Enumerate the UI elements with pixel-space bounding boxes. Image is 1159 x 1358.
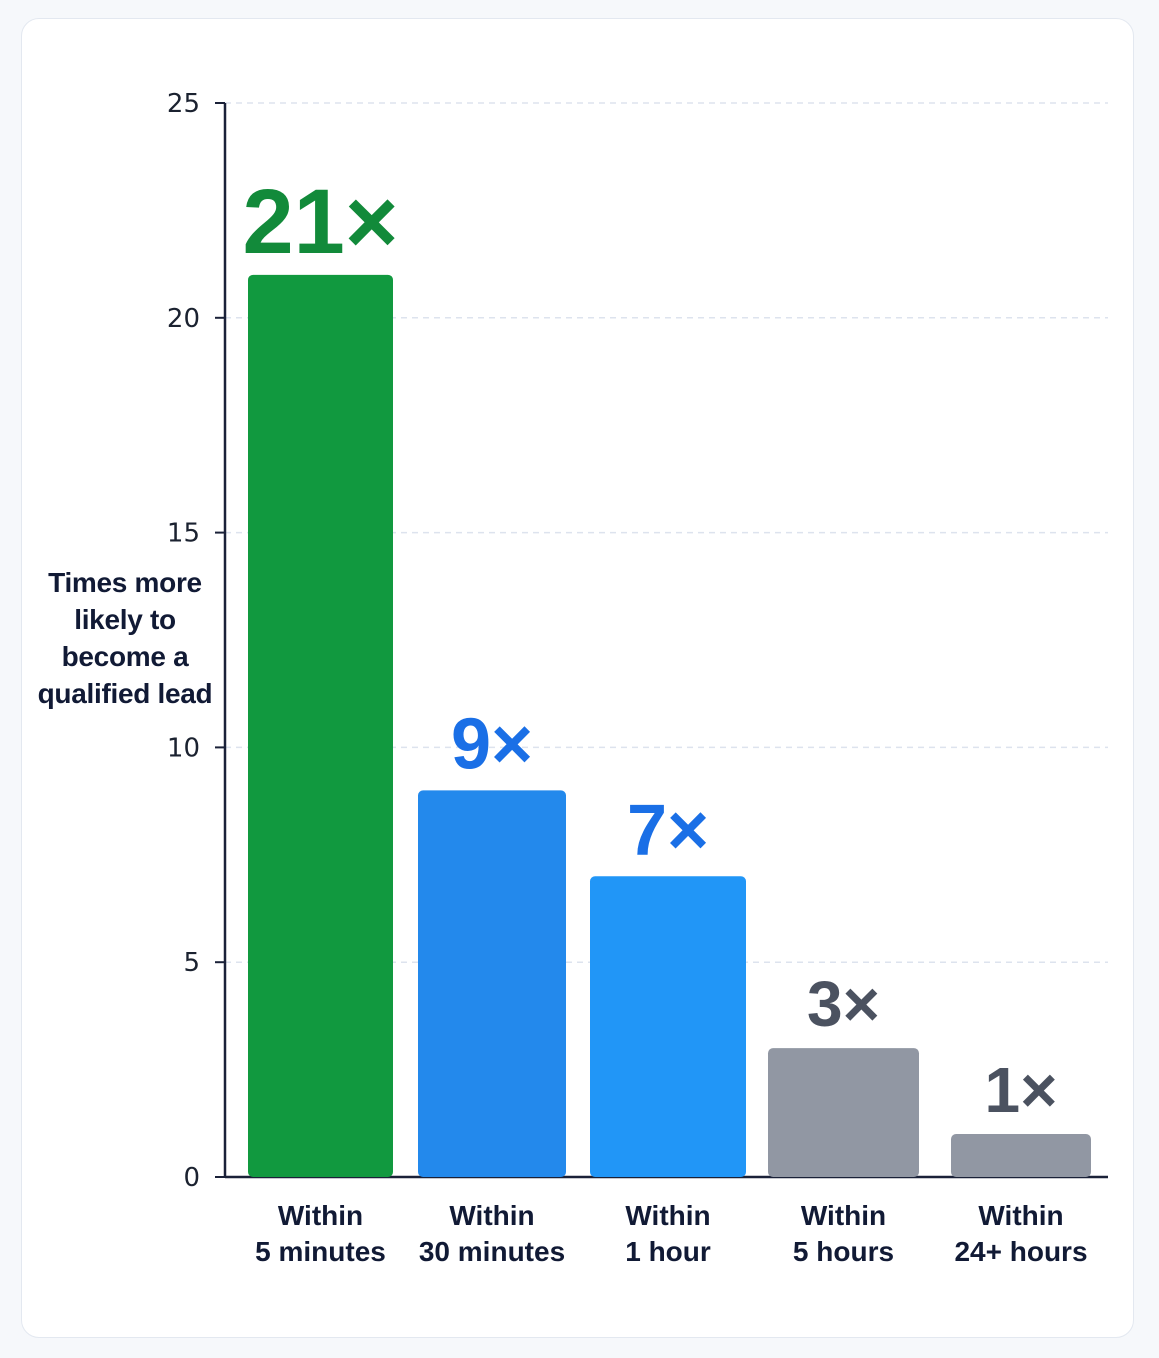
x-category-label: Within <box>801 1200 886 1231</box>
bar <box>418 790 566 1177</box>
x-category-label: Within <box>625 1200 710 1231</box>
bar-value-label: 3× <box>807 968 880 1040</box>
bar <box>248 274 393 1178</box>
y-tick-label: 0 <box>183 1163 200 1193</box>
x-category-label: 5 hours <box>793 1236 894 1267</box>
bar-value-label: 21× <box>242 171 398 273</box>
x-category-label: Within <box>278 1200 363 1231</box>
bar-value-label: 1× <box>985 1054 1058 1126</box>
x-category-label: 24+ hours <box>954 1236 1087 1267</box>
bar <box>590 876 746 1177</box>
x-category-label: 1 hour <box>625 1236 711 1267</box>
bar-value-label: 9× <box>451 704 533 784</box>
x-category-label: Within <box>449 1200 534 1231</box>
bar <box>951 1134 1091 1177</box>
bar <box>768 1048 919 1177</box>
bar-value-label: 7× <box>627 790 709 870</box>
y-tick-label: 20 <box>167 304 200 334</box>
y-axis-label: Times more likely to become a qualified … <box>37 567 213 709</box>
x-category-label: Within <box>978 1200 1063 1231</box>
y-tick-label: 5 <box>183 948 200 978</box>
chart-card <box>21 18 1134 1338</box>
x-category-label: 30 minutes <box>419 1236 565 1267</box>
x-category-label: 5 minutes <box>255 1236 386 1267</box>
y-tick-label: 10 <box>167 733 200 763</box>
y-tick-label: 15 <box>167 519 200 549</box>
y-tick-label: 25 <box>167 89 200 119</box>
